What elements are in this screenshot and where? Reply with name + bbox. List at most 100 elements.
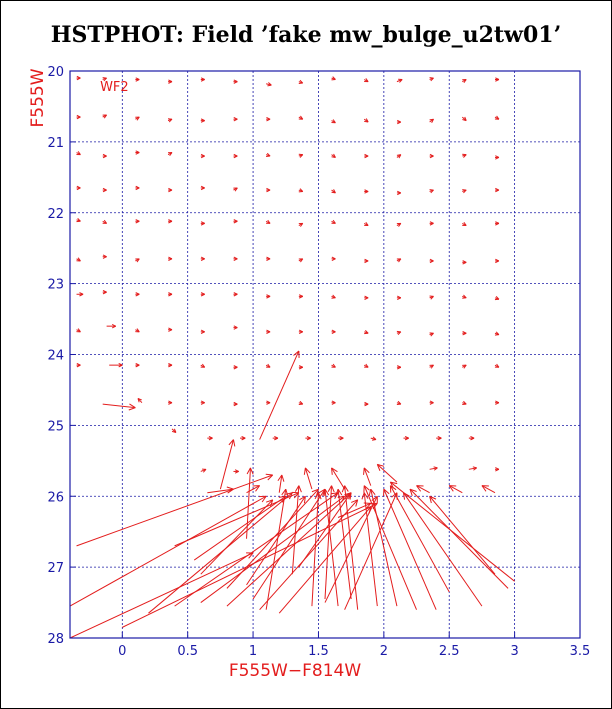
small-vector — [429, 189, 434, 194]
small-vector — [76, 151, 81, 156]
small-vector — [298, 294, 303, 299]
long-vector — [246, 467, 254, 539]
small-vector — [331, 189, 336, 194]
small-vector — [331, 119, 336, 124]
small-vector — [364, 258, 369, 264]
small-vector — [171, 428, 177, 433]
small-vector — [429, 295, 434, 300]
long-vector — [259, 499, 359, 610]
small-vector — [396, 400, 402, 406]
x-tick-label: 3.5 — [570, 644, 591, 659]
long-vector — [341, 485, 359, 610]
x-tick-label: 3 — [510, 644, 518, 659]
x-tick-label: 0 — [118, 644, 126, 659]
small-vector — [233, 79, 238, 84]
small-vector — [298, 258, 304, 263]
y-tick-label: 28 — [47, 632, 64, 647]
small-vector — [76, 75, 81, 81]
small-vector — [494, 296, 500, 301]
small-vector — [462, 79, 467, 84]
small-vector — [266, 329, 271, 335]
long-vector — [303, 467, 313, 490]
long-vector — [448, 485, 463, 494]
small-vector — [331, 76, 336, 81]
small-vector — [168, 79, 173, 84]
vector-layer — [69, 75, 515, 639]
small-vector — [135, 362, 140, 368]
long-vector — [311, 492, 322, 607]
long-vector — [363, 485, 417, 610]
small-vector — [462, 189, 467, 194]
small-vector — [233, 219, 238, 224]
long-vector — [200, 499, 274, 575]
small-vector — [135, 328, 140, 333]
long-vector — [226, 492, 352, 607]
small-vector — [233, 469, 239, 474]
small-vector — [305, 435, 311, 441]
small-vector — [363, 221, 369, 227]
small-vector — [135, 292, 140, 297]
small-vector — [76, 257, 81, 262]
small-vector — [494, 115, 500, 120]
small-vector — [364, 189, 369, 194]
y-tick-label: 24 — [47, 349, 64, 364]
long-vector — [383, 488, 437, 610]
small-vector — [495, 77, 500, 82]
small-vector — [363, 363, 369, 368]
long-vector — [76, 473, 274, 547]
small-vector — [135, 116, 140, 121]
small-vector — [429, 364, 434, 369]
small-vector — [331, 153, 336, 158]
small-vector — [167, 152, 173, 157]
long-vector — [361, 492, 378, 607]
long-vector — [277, 474, 285, 493]
small-vector — [168, 187, 173, 193]
x-axis-label: F555W−F814W — [229, 661, 362, 681]
small-vector — [462, 294, 467, 299]
long-vector — [376, 463, 398, 483]
long-vector — [122, 502, 378, 628]
x-tick-label: 0.5 — [177, 644, 198, 659]
small-vector — [396, 190, 402, 196]
small-vector — [396, 119, 402, 125]
small-vector — [168, 256, 173, 262]
small-vector — [298, 400, 304, 406]
small-vector — [135, 150, 140, 155]
small-vector — [338, 435, 344, 441]
small-vector — [495, 187, 500, 193]
long-vector — [389, 485, 450, 593]
long-vector — [344, 492, 398, 610]
small-vector — [102, 289, 107, 295]
small-vector — [135, 258, 140, 263]
small-vector — [298, 329, 303, 335]
small-vector — [200, 153, 205, 159]
y-tick-label: 21 — [47, 136, 64, 151]
small-vector — [364, 295, 369, 300]
small-vector — [200, 292, 205, 297]
small-vector — [167, 118, 173, 123]
long-vector — [368, 488, 398, 607]
small-vector — [298, 79, 304, 84]
small-vector — [429, 400, 434, 405]
small-vector — [200, 468, 207, 473]
small-vector — [200, 118, 205, 123]
small-vector — [462, 260, 467, 265]
small-vector — [76, 362, 81, 368]
long-vector — [69, 495, 267, 607]
small-vector — [168, 327, 173, 332]
long-vector — [200, 495, 346, 603]
small-vector — [396, 154, 402, 159]
small-vector — [106, 323, 116, 329]
small-vector — [429, 118, 434, 123]
small-vector — [200, 185, 205, 191]
small-vector — [331, 329, 336, 335]
small-vector — [495, 221, 500, 226]
small-vector — [76, 292, 84, 297]
small-vector — [233, 292, 238, 297]
small-vector — [331, 363, 336, 368]
small-vector — [396, 365, 402, 370]
small-vector — [200, 400, 205, 405]
long-vector — [481, 485, 496, 494]
small-vector — [462, 221, 467, 227]
